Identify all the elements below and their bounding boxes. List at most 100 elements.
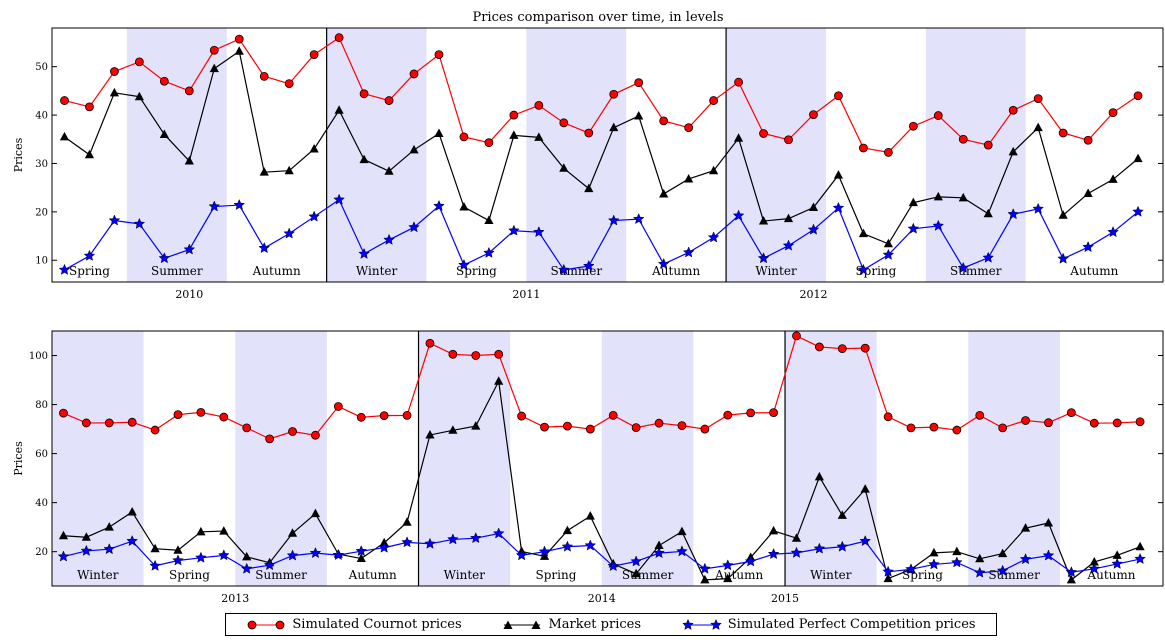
cournot-point — [792, 331, 801, 341]
competition-point — [240, 562, 253, 574]
market-point — [952, 546, 962, 556]
cournot-point — [784, 135, 793, 145]
market-point — [310, 508, 321, 518]
cournot-point — [1066, 408, 1076, 418]
cournot-point — [769, 408, 778, 418]
market-point — [409, 144, 419, 154]
series-line — [63, 532, 1141, 574]
season-label: Winter — [77, 568, 119, 582]
competition-point — [309, 546, 322, 559]
competition-point — [857, 263, 870, 275]
market-point — [1020, 523, 1031, 532]
top-panel: 10 20 30 40 50 Prices Spring Summer Autumn Winter… — [12, 27, 1164, 301]
competition-point — [932, 219, 945, 231]
cournot-point — [173, 410, 183, 420]
market-point — [791, 533, 802, 542]
market-point — [975, 553, 985, 563]
competition-point — [1057, 252, 1069, 264]
season-band — [52, 331, 144, 586]
market-point — [733, 133, 744, 142]
cournot-point — [384, 96, 394, 105]
season-label: Winter — [356, 264, 398, 278]
cournot-point — [517, 411, 526, 421]
market-point — [196, 526, 206, 536]
cournot-point — [746, 408, 756, 418]
legend: Simulated Cournot prices Market prices S… — [225, 613, 997, 636]
cournot-point — [284, 79, 294, 89]
star-marker-icon — [681, 618, 722, 630]
cournot-point — [814, 342, 824, 352]
cournot-point — [309, 50, 319, 60]
cournot-point — [631, 423, 641, 433]
market-point — [814, 471, 824, 481]
cournot-point — [59, 408, 68, 418]
competition-point — [108, 214, 121, 226]
competition-point — [1065, 566, 1078, 578]
cournot-point — [134, 57, 144, 67]
competition-point — [283, 227, 296, 239]
market-point — [983, 208, 993, 218]
cournot-point — [883, 147, 893, 157]
market-point — [1108, 174, 1118, 183]
season-band — [126, 28, 227, 282]
competition-point — [1032, 202, 1045, 214]
market-point — [908, 197, 918, 207]
market-point — [109, 87, 120, 97]
competition-point — [58, 263, 71, 275]
competition-point — [508, 224, 520, 236]
series-line — [64, 50, 1139, 245]
series-line — [64, 36, 1139, 153]
competition-point — [103, 543, 116, 555]
season-band — [326, 28, 427, 282]
cournot-point — [958, 134, 968, 144]
market-point — [259, 167, 269, 176]
cournot-point — [883, 412, 893, 422]
competition-point — [208, 200, 221, 212]
y-tick-label: 30 — [35, 159, 48, 170]
competition-point — [657, 257, 670, 270]
market-point — [356, 553, 366, 563]
competition-point — [355, 545, 368, 557]
cournot-point — [952, 425, 962, 435]
cournot-point — [1058, 128, 1068, 138]
season-label: Winter — [444, 568, 486, 582]
competition-point — [859, 534, 872, 547]
market-point — [309, 143, 319, 153]
market-point — [509, 130, 519, 139]
market-point — [1112, 550, 1122, 559]
cournot-point — [81, 418, 91, 428]
competition-point — [882, 248, 895, 260]
competition-point — [557, 263, 570, 275]
competition-point — [721, 559, 734, 571]
market-point — [562, 525, 573, 535]
competition-point — [707, 231, 720, 243]
market-point — [539, 551, 550, 560]
competition-point — [308, 210, 320, 222]
y-tick-label: 50 — [35, 62, 48, 73]
competition-point — [950, 556, 963, 568]
market-point — [209, 63, 219, 73]
competition-point — [378, 541, 391, 553]
competition-point — [732, 209, 745, 221]
competition-point — [458, 258, 470, 271]
market-point — [858, 228, 869, 238]
market-point — [484, 215, 494, 225]
market-point — [242, 551, 252, 561]
competition-point — [532, 226, 545, 238]
season-band — [726, 28, 826, 282]
plot-frame — [51, 27, 1164, 283]
competition-point — [928, 558, 940, 570]
competition-point — [333, 193, 345, 205]
cournot-point — [471, 351, 481, 360]
season-label: Winter — [755, 264, 797, 278]
market-point — [234, 46, 244, 55]
cournot-point — [459, 132, 469, 142]
cournot-point — [534, 101, 544, 110]
market-point — [434, 128, 444, 137]
cournot-point — [609, 89, 619, 99]
competition-point — [973, 566, 986, 578]
market-point — [58, 530, 69, 540]
competition-point — [832, 201, 845, 213]
competition-point — [408, 221, 420, 233]
cournot-point — [150, 425, 160, 435]
